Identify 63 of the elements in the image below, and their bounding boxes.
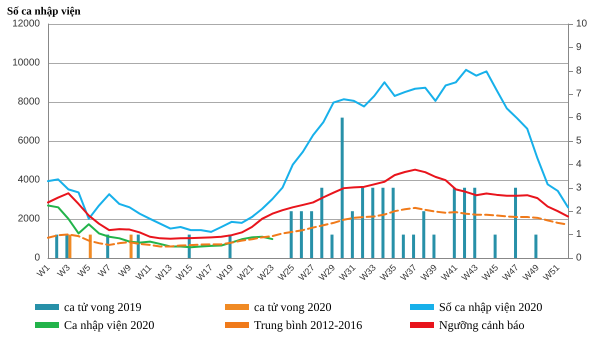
y-axis-title: Số ca nhập viện: [7, 6, 81, 18]
y2-tick-label: 4: [576, 158, 582, 170]
y2-tick-label: 2: [576, 206, 582, 217]
y-tick-label: 12000: [12, 18, 40, 30]
legend-label: Trung bình 2012-2016: [254, 318, 362, 332]
x-tick-label: W9: [116, 262, 134, 280]
y2-tick-label: 8: [576, 65, 582, 76]
y2-tick-label: 1: [576, 229, 582, 240]
y2-tick-label: 0: [576, 252, 582, 264]
x-tick-label: W7: [96, 262, 113, 280]
line-series: [47, 68, 569, 233]
x-tick-label: W51: [541, 262, 562, 283]
bar: [300, 211, 303, 258]
bar: [381, 188, 384, 258]
x-tick-label: W1: [34, 262, 52, 280]
y-tick-label: 0: [34, 252, 40, 264]
y2-tick-label: 6: [576, 112, 582, 124]
y2-tick-label: 5: [576, 136, 582, 146]
bar: [371, 188, 374, 258]
y-tick-label: 2000: [18, 214, 40, 224]
bar: [452, 188, 456, 258]
legend-label: ca tử vong 2020: [254, 300, 332, 314]
bar: [432, 234, 436, 258]
legend-label: Số ca nhập viện 2020: [439, 300, 542, 314]
y-tick-label: 8000: [18, 96, 40, 108]
legend-label: Ca nhập viện 2020: [64, 318, 154, 332]
bar: [65, 234, 68, 258]
x-tick-label: W3: [55, 262, 72, 280]
bar: [320, 188, 324, 258]
bar: [290, 211, 293, 258]
bar: [392, 188, 395, 258]
y-tick-label: 4000: [18, 174, 40, 186]
line-series: [47, 204, 274, 248]
bar: [422, 211, 426, 258]
bar: [340, 118, 344, 258]
legend-label: ca tử vong 2019: [64, 300, 142, 314]
legend-label: Ngưỡng cảnh báo: [439, 318, 524, 332]
bar: [88, 234, 92, 258]
y-tick-label: 6000: [18, 136, 40, 146]
bar: [534, 234, 538, 258]
x-tick-label: W41: [439, 262, 460, 283]
bar: [330, 234, 334, 258]
bar: [68, 234, 72, 258]
bar: [494, 234, 497, 258]
bar: [412, 234, 416, 258]
bar: [473, 188, 476, 258]
y-tick-label: 10000: [12, 58, 40, 68]
bar: [350, 211, 354, 258]
y2-tick-label: 7: [576, 88, 582, 100]
x-tick-label: W31: [337, 262, 358, 283]
line-series: [47, 168, 569, 240]
x-tick-label: W5: [76, 262, 92, 280]
x-tick-label: W21: [235, 262, 256, 283]
bar: [310, 211, 314, 258]
y2-tick-label: 3: [576, 182, 582, 194]
bar: [514, 188, 518, 258]
bar: [402, 234, 405, 258]
x-tick-label: W11: [134, 262, 154, 282]
y2-tick-label: 10: [576, 18, 588, 30]
bar: [361, 188, 364, 258]
bar: [463, 188, 466, 258]
bar: [55, 234, 58, 258]
y2-tick-label: 9: [576, 42, 582, 53]
